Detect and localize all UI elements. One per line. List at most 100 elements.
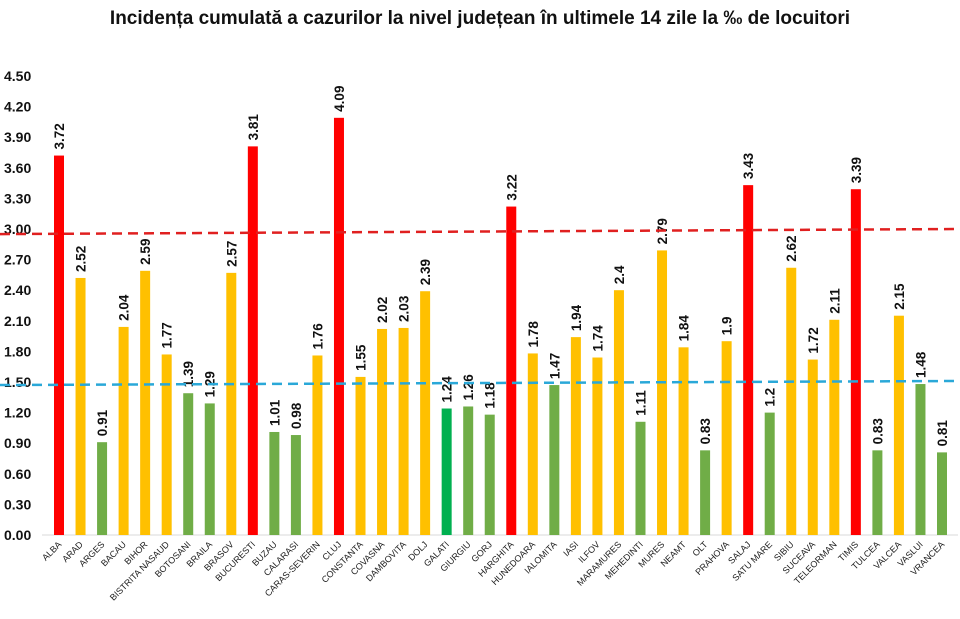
data-label: 1.01: [267, 399, 282, 426]
bar: [743, 185, 754, 535]
bar: [570, 337, 581, 535]
bar: [721, 341, 732, 535]
bar: [893, 315, 904, 535]
data-label: 1.74: [590, 325, 605, 352]
data-label: 1.94: [569, 304, 584, 331]
bar: [678, 347, 689, 535]
data-label: 1.11: [633, 390, 648, 416]
data-label: 2.4: [612, 265, 627, 284]
data-label: 0.83: [870, 418, 885, 445]
y-tick-label: 2.70: [4, 252, 31, 268]
bar: [420, 291, 431, 535]
data-label: 2.04: [117, 294, 132, 321]
bars: 3.722.520.912.042.591.771.39 1.292.573.81…: [52, 86, 950, 536]
bar: [161, 354, 172, 535]
data-label: 2.62: [784, 235, 799, 261]
data-label: 3.39: [849, 157, 864, 183]
data-label: 1.18: [483, 382, 498, 409]
bar: [850, 189, 861, 535]
blue-reference-line: [0, 379, 960, 387]
y-tick-label: 3.30: [4, 190, 31, 206]
data-label: 1.72: [806, 327, 821, 353]
bar: [764, 412, 775, 535]
bar: [549, 385, 560, 535]
bar: [613, 290, 624, 535]
y-tick-label: 4.50: [4, 68, 31, 84]
y-tick-label: 4.20: [4, 99, 31, 115]
bar: [463, 406, 474, 535]
y-tick-label: 1.80: [4, 343, 31, 359]
y-tick-label: 1.50: [4, 374, 31, 390]
data-label: 1.47: [547, 353, 562, 379]
y-tick-label: 0.30: [4, 496, 31, 512]
data-label: 0.98: [289, 402, 304, 429]
data-label: 1.26: [461, 374, 476, 401]
bar: [54, 155, 64, 535]
y-tick-label: 0.90: [4, 435, 31, 451]
data-label: 1.78: [526, 321, 541, 348]
data-label: 2.52: [74, 246, 89, 272]
data-label: 3.43: [741, 152, 756, 179]
bar: [484, 414, 495, 535]
data-label: 0.91: [95, 409, 110, 436]
y-tick-label: 0.00: [4, 527, 31, 543]
bar: [269, 431, 280, 535]
data-label: 1.39: [181, 361, 196, 387]
bar: [204, 403, 215, 535]
data-label: 4.09: [332, 86, 347, 112]
bar: [807, 359, 818, 535]
bar: [398, 327, 409, 535]
red-reference-line: [0, 227, 960, 236]
y-tick-label: 2.10: [4, 313, 31, 329]
y-axis: 0.00 0.30 0.60 0.90 1.20 1.50 1.80 2.10 2.40 2.70…: [4, 68, 958, 543]
bar: [937, 452, 947, 535]
bar: [441, 408, 452, 535]
data-label: 0.81: [935, 420, 950, 447]
bar: [226, 272, 237, 535]
data-label: 1.84: [677, 315, 692, 342]
data-label: 2.59: [138, 239, 153, 265]
data-label: 0.83: [698, 418, 713, 445]
data-label: 2.57: [224, 241, 239, 267]
bar: [140, 270, 151, 535]
bar: [377, 328, 388, 535]
bar: [657, 250, 668, 536]
bar: [312, 355, 323, 535]
data-label: 3.22: [504, 174, 519, 200]
data-label: 1.48: [913, 351, 928, 378]
data-label: 2.11: [827, 288, 842, 314]
y-tick-label: 0.60: [4, 466, 31, 482]
data-label: 1.76: [310, 323, 325, 350]
bar: [97, 442, 108, 535]
y-tick-label: 3.90: [4, 129, 31, 145]
data-label: 1.9: [720, 316, 735, 335]
bar: [506, 206, 517, 535]
data-label: 3.81: [246, 114, 261, 141]
data-label: 2.39: [418, 259, 433, 285]
x-tick-label: ALBA: [40, 539, 63, 562]
bar: [915, 384, 926, 535]
bar: [333, 117, 344, 535]
bar: [872, 450, 883, 535]
data-label: 2.02: [375, 297, 390, 323]
data-label: 2.03: [397, 295, 412, 322]
bar: [786, 267, 797, 535]
bar: [635, 421, 646, 535]
y-tick-label: 2.40: [4, 282, 31, 298]
bar: [700, 450, 711, 535]
reference-lines: [0, 227, 960, 387]
bar: [527, 353, 538, 535]
y-tick-label: 1.20: [4, 405, 31, 421]
bar: [290, 435, 301, 535]
y-tick-label: 3.60: [4, 160, 31, 176]
data-label: 1.24: [440, 376, 455, 403]
bar: [592, 357, 603, 535]
bar: [829, 319, 840, 535]
bar: [355, 376, 366, 535]
chart-title: Incidența cumulată a cazurilor la nivel …: [109, 8, 851, 29]
data-label: 2.15: [892, 283, 907, 310]
data-label: 1.55: [354, 344, 369, 371]
data-label: 1.77: [160, 322, 175, 348]
